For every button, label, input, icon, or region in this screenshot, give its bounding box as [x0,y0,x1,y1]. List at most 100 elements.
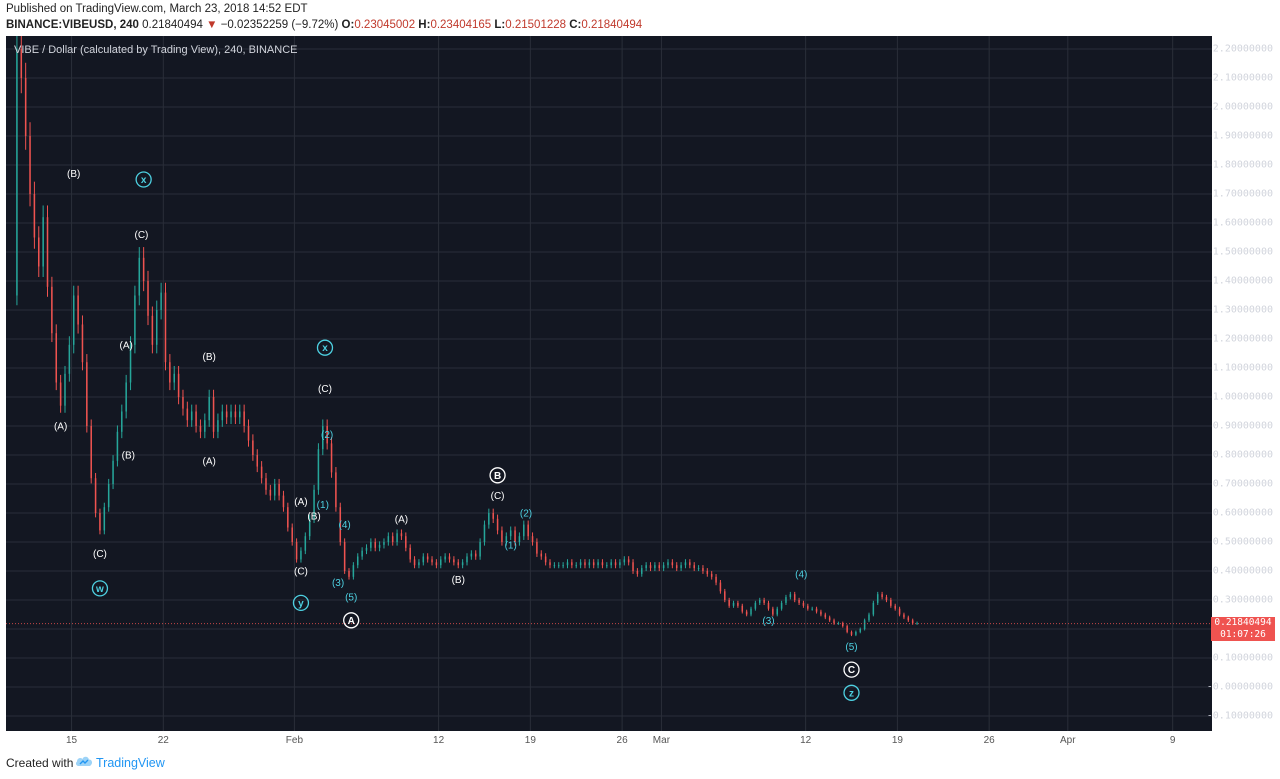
candle [601,562,604,566]
wave-circle [91,580,109,597]
y-tick-label: 0.10000000 [1212,652,1273,664]
candle [221,411,224,421]
y-tick-label: 0.90000000 [1212,420,1273,432]
chart-title: VIBE / Dollar (calculated by Trading Vie… [14,44,298,56]
candle [273,484,276,496]
symbol-header: BINANCE:VIBEUSD, 240 0.21840494 ▼ −0.023… [6,19,642,31]
chart-panel[interactable]: (B) (A) (C) w (A) (B) (C) x (B) (A) x (C) (2) (A) (1)(… [6,36,1212,731]
candle [64,373,66,406]
candle [745,611,748,615]
candle [300,550,302,560]
close-value: 0.21840494 [581,19,643,31]
low-label: L: [494,19,506,31]
candle [81,324,84,363]
tradingview-cloud-icon [75,756,93,766]
high-value: 0.23404165 [430,19,492,31]
candle [863,620,866,629]
candle [815,608,818,612]
candle [592,562,595,566]
candle [121,411,123,432]
wave-label: (1) [505,540,517,551]
candle [204,420,206,432]
candle [38,237,40,267]
open-value: 0.23045002 [354,19,416,31]
candle [125,382,127,412]
candle [116,431,119,461]
candle [872,602,875,615]
candle [348,571,350,577]
y-tick-label: 2.20000000 [1212,43,1273,55]
candle [112,460,114,484]
wave-label: (C) [491,491,505,502]
candle [802,602,805,606]
candle [474,553,477,557]
wave-label: (2) [520,509,532,520]
candle [396,533,398,542]
candle [422,556,425,563]
candle [169,362,171,383]
wave-circle [343,612,360,629]
down-arrow-icon: ▼ [206,19,218,31]
wave-label: B [494,471,501,482]
x-tick-label: Feb [285,735,304,746]
price-chart[interactable]: (B)(A)(C)w(A)(B)(C)x(B)(A)x(C)(2)(A) (1)(… [6,36,1212,731]
candle [527,524,529,537]
candle [225,411,228,418]
candle [418,562,420,566]
wave-label: (3) [332,578,344,589]
candle [754,602,757,609]
candle [894,605,896,609]
y-tick-label: 1.90000000 [1212,130,1273,142]
candle [890,600,892,606]
candle [361,550,363,557]
wave-label: (C) [318,384,332,395]
candle [619,562,621,566]
candle [356,556,359,566]
candle [20,49,23,78]
x-tick-label: 15 [65,735,78,746]
x-tick-label: 12 [433,735,445,746]
candle [514,530,516,542]
candle [544,556,547,563]
candle [252,440,254,455]
candle [785,597,787,603]
y-tick-label: -0.10000000 [1206,710,1273,722]
x-tick-label: 9 [1169,735,1176,746]
candle [724,591,726,600]
candle [732,602,735,606]
x-tick-label: 19 [891,735,903,746]
candle [588,562,591,566]
candle [155,310,158,345]
wave-circle [316,339,334,356]
candle [763,600,765,603]
candle [151,315,154,345]
candle [352,565,355,577]
candle [636,571,639,574]
last-price-badge: 0.21840494 01:07:26 [1211,616,1275,641]
candle [479,542,481,557]
candle [706,571,709,574]
candle [164,292,167,363]
candle [697,568,700,570]
candle [466,556,468,563]
candle [641,568,643,574]
x-tick-label: 12 [800,735,812,746]
candle [741,605,744,612]
candle [243,411,245,426]
tradingview-brand[interactable]: TradingView [96,756,165,770]
candle [426,556,429,560]
candle [531,536,534,542]
candle [881,594,883,598]
candle [916,623,918,625]
candle [29,136,31,194]
wave-circle [843,661,860,678]
y-tick-label: 1.80000000 [1212,159,1273,171]
x-tick-label: Apr [1060,735,1076,746]
wave-label: (3) [762,616,774,627]
candle [837,623,840,625]
candle [684,562,687,566]
candle [632,562,634,571]
candle [186,408,189,421]
candle [885,597,888,600]
wave-label: (C) [93,549,107,560]
